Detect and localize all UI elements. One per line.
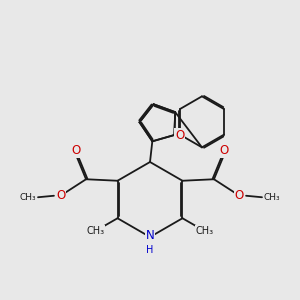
- Text: N: N: [146, 229, 154, 242]
- Text: CH₃: CH₃: [196, 226, 214, 236]
- Text: O: O: [235, 189, 244, 202]
- Text: O: O: [71, 144, 80, 157]
- Text: O: O: [220, 144, 229, 157]
- Text: CH₃: CH₃: [86, 226, 104, 236]
- Text: CH₃: CH₃: [263, 193, 280, 202]
- Text: O: O: [175, 128, 184, 142]
- Text: H: H: [146, 244, 154, 255]
- Text: CH₃: CH₃: [20, 193, 37, 202]
- Text: O: O: [56, 189, 65, 202]
